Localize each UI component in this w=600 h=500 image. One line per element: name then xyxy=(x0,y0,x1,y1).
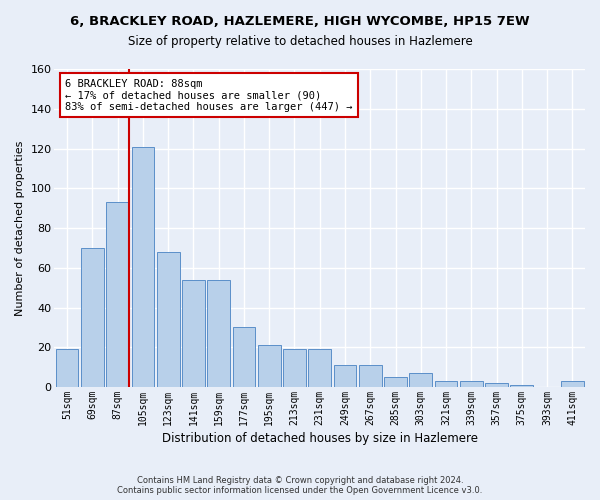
Bar xyxy=(485,383,508,387)
Bar xyxy=(283,350,306,387)
Text: 6, BRACKLEY ROAD, HAZLEMERE, HIGH WYCOMBE, HP15 7EW: 6, BRACKLEY ROAD, HAZLEMERE, HIGH WYCOMB… xyxy=(70,15,530,28)
Text: Contains HM Land Registry data © Crown copyright and database right 2024.
Contai: Contains HM Land Registry data © Crown c… xyxy=(118,476,482,495)
X-axis label: Distribution of detached houses by size in Hazlemere: Distribution of detached houses by size … xyxy=(162,432,478,445)
Bar xyxy=(81,248,104,387)
Bar xyxy=(258,346,281,387)
Bar xyxy=(308,350,331,387)
Y-axis label: Number of detached properties: Number of detached properties xyxy=(15,140,25,316)
Bar xyxy=(182,280,205,387)
Bar xyxy=(511,385,533,387)
Bar xyxy=(233,328,256,387)
Text: 6 BRACKLEY ROAD: 88sqm
← 17% of detached houses are smaller (90)
83% of semi-det: 6 BRACKLEY ROAD: 88sqm ← 17% of detached… xyxy=(65,78,353,112)
Bar xyxy=(359,365,382,387)
Bar xyxy=(106,202,129,387)
Bar xyxy=(384,377,407,387)
Bar xyxy=(409,373,432,387)
Bar xyxy=(56,350,79,387)
Bar xyxy=(208,280,230,387)
Text: Size of property relative to detached houses in Hazlemere: Size of property relative to detached ho… xyxy=(128,35,472,48)
Bar xyxy=(434,381,457,387)
Bar xyxy=(157,252,179,387)
Bar xyxy=(460,381,482,387)
Bar xyxy=(561,381,584,387)
Bar xyxy=(334,365,356,387)
Bar xyxy=(131,146,154,387)
